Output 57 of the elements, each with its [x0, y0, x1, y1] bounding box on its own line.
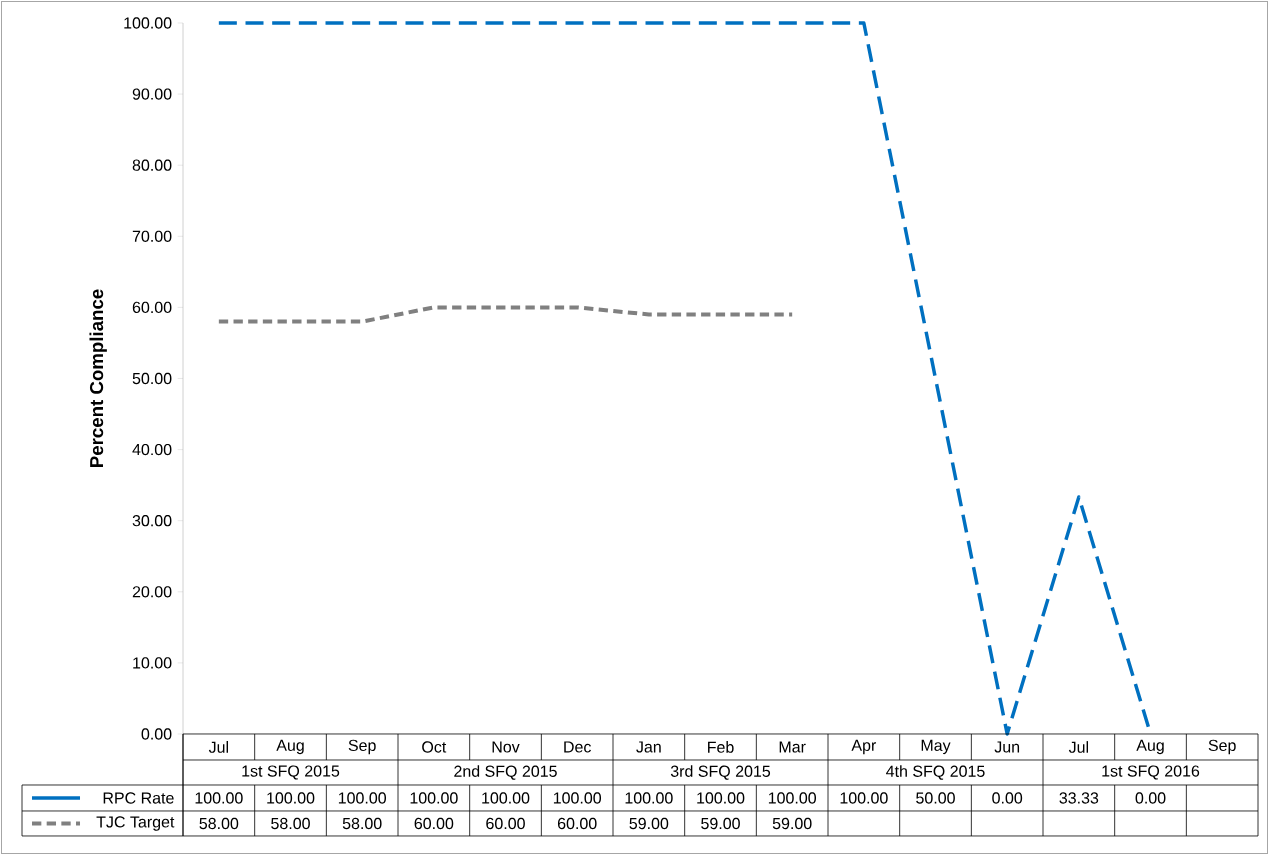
data-label: 100.00: [482, 792, 530, 804]
y-tick-label: 90.00: [132, 88, 172, 100]
data-label: 100.00: [840, 792, 888, 804]
data-label: 58.00: [271, 817, 310, 830]
x-tick-label: Jun: [994, 741, 1020, 753]
data-label: 50.00: [916, 792, 955, 804]
data-label: 60.00: [414, 817, 454, 830]
data-label: 59.00: [629, 817, 669, 830]
data-label: 0.00: [1135, 792, 1166, 804]
y-tick-label: 0.00: [141, 728, 172, 740]
text: 2nd SFQ 2015: [454, 765, 557, 780]
y-tick-label: 80.00: [132, 159, 172, 171]
x-tick-label: Jan: [636, 741, 661, 753]
data-label: 60.00: [557, 817, 597, 830]
y-tick-label: 30.00: [132, 515, 172, 527]
data-label: 100.00: [338, 792, 387, 804]
x-tick-label: Mar: [779, 741, 806, 753]
y-tick-label: 20.00: [132, 586, 172, 598]
x-tick-label: Jul: [1068, 741, 1089, 753]
data-label: 0.00: [992, 792, 1023, 804]
data-label: 60.00: [486, 817, 525, 830]
y-tick-label: 40.00: [132, 443, 172, 456]
data-label: 100.00: [553, 792, 602, 804]
text: 3rd SFQ 2015: [670, 765, 771, 780]
data-label: 33.33: [1059, 792, 1099, 804]
x-tick-label: Feb: [708, 741, 734, 753]
x-tick-label: Aug: [276, 739, 304, 755]
data-label: 58.00: [199, 817, 239, 830]
data-label: 100.00: [267, 792, 315, 804]
x-tick-label: May: [921, 739, 951, 755]
x-tick-label: Sep: [1208, 739, 1236, 755]
x-tick-label: Dec: [564, 741, 591, 753]
y-axis-title: Percent Compliance: [89, 289, 107, 467]
data-label: 100.00: [697, 792, 745, 804]
text: 1st SFQ 2016: [1102, 765, 1200, 780]
data-label: 59.00: [701, 817, 740, 830]
y-tick-label: 10.00: [133, 657, 172, 669]
x-tick-label: Apr: [851, 739, 877, 755]
x-tick-label: Aug: [1136, 739, 1164, 755]
x-tick-label: Sep: [348, 739, 376, 755]
data-label: 100.00: [195, 792, 243, 804]
x-tick-label: Oct: [422, 741, 447, 753]
y-tick-label: 100.00: [124, 17, 172, 29]
y-tick-label: 70.00: [132, 230, 172, 242]
data-label: 100.00: [768, 792, 817, 804]
data-label: 100.00: [410, 792, 458, 804]
text: 1st SFQ 2015: [242, 765, 340, 780]
x-tick-label: Nov: [492, 741, 520, 753]
data-label: 100.00: [625, 792, 673, 804]
y-tick-label: 50.00: [132, 372, 172, 385]
y-tick-label: 60.00: [132, 301, 172, 314]
data-label: 59.00: [772, 817, 812, 830]
legend-label: RPC Rate: [103, 792, 174, 804]
data-label: 58.00: [342, 817, 382, 830]
legend-label: TJC Target: [96, 816, 175, 831]
x-tick-label: Jul: [208, 741, 228, 753]
text: 4th SFQ 2015: [886, 765, 985, 780]
